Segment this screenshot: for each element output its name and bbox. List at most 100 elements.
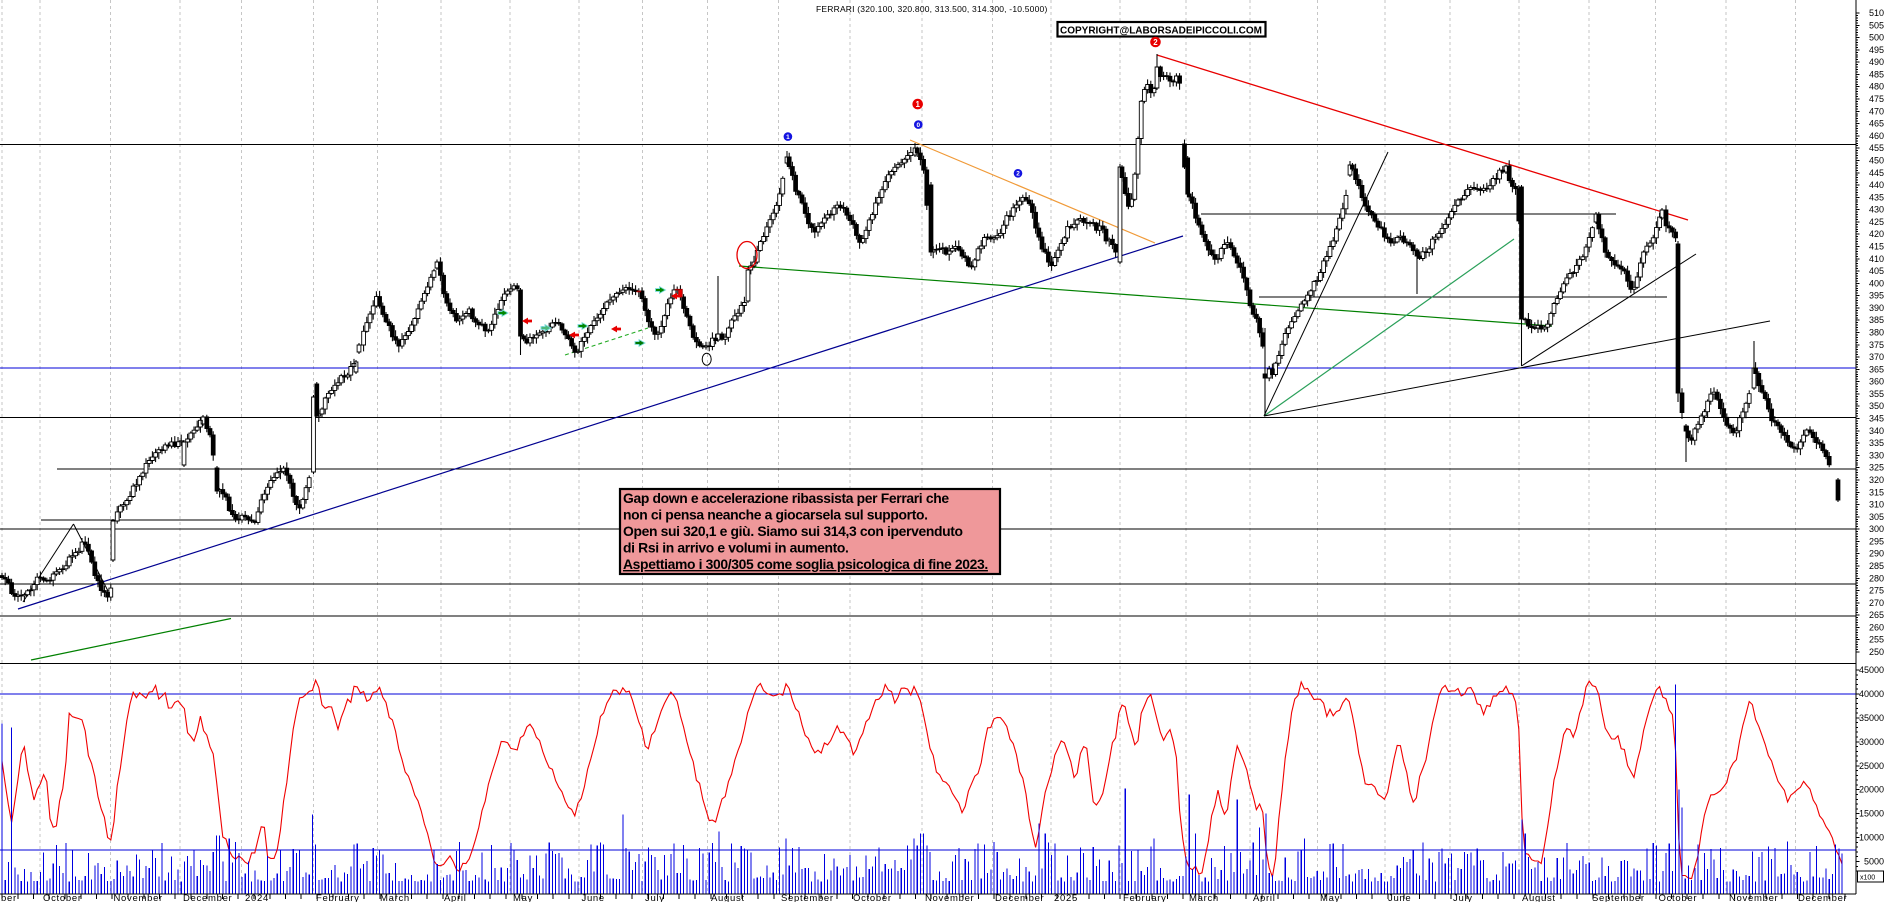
svg-text:300: 300 bbox=[1869, 524, 1884, 534]
svg-text:340: 340 bbox=[1869, 426, 1884, 436]
svg-text:265: 265 bbox=[1869, 610, 1884, 620]
svg-text:September: September bbox=[781, 893, 834, 902]
svg-text:15000: 15000 bbox=[1859, 809, 1884, 819]
svg-text:40000: 40000 bbox=[1859, 689, 1884, 699]
svg-text:April: April bbox=[1253, 893, 1276, 902]
svg-text:365: 365 bbox=[1869, 364, 1884, 374]
svg-text:May: May bbox=[513, 893, 533, 902]
svg-text:270: 270 bbox=[1869, 598, 1884, 608]
svg-text:March: March bbox=[1189, 893, 1219, 902]
svg-text:415: 415 bbox=[1869, 242, 1884, 252]
svg-text:385: 385 bbox=[1869, 315, 1884, 325]
svg-text:495: 495 bbox=[1869, 45, 1884, 55]
svg-text:395: 395 bbox=[1869, 291, 1884, 301]
svg-text:December: December bbox=[183, 893, 232, 902]
svg-text:June: June bbox=[582, 893, 605, 902]
svg-text:2025: 2025 bbox=[1054, 893, 1078, 902]
svg-text:30000: 30000 bbox=[1859, 737, 1884, 747]
svg-text:Gap down e accelerazione ribas: Gap down e accelerazione ribassista per … bbox=[623, 490, 949, 506]
svg-text:February: February bbox=[1123, 893, 1167, 902]
svg-text:475: 475 bbox=[1869, 94, 1884, 104]
svg-text:August: August bbox=[711, 893, 745, 902]
svg-text:425: 425 bbox=[1869, 217, 1884, 227]
svg-text:335: 335 bbox=[1869, 438, 1884, 448]
svg-text:2024: 2024 bbox=[245, 893, 269, 902]
svg-text:460: 460 bbox=[1869, 131, 1884, 141]
svg-text:455: 455 bbox=[1869, 143, 1884, 153]
svg-text:25000: 25000 bbox=[1859, 761, 1884, 771]
svg-text:di Rsi in arrivo e volumi in a: di Rsi in arrivo e volumi in aumento. bbox=[623, 540, 849, 556]
svg-text:375: 375 bbox=[1869, 340, 1884, 350]
svg-text:October: October bbox=[43, 893, 82, 902]
svg-text:July: July bbox=[645, 893, 665, 902]
svg-text:35000: 35000 bbox=[1859, 713, 1884, 723]
svg-text:485: 485 bbox=[1869, 69, 1884, 79]
svg-text:355: 355 bbox=[1869, 389, 1884, 399]
svg-text:May: May bbox=[1320, 893, 1340, 902]
svg-text:5000: 5000 bbox=[1864, 857, 1884, 867]
svg-text:October: October bbox=[853, 893, 892, 902]
svg-text:December: December bbox=[1798, 893, 1847, 902]
svg-text:COPYRIGHT@LABORSADEIPICCOLI.CO: COPYRIGHT@LABORSADEIPICCOLI.COM bbox=[1060, 26, 1262, 37]
svg-text:255: 255 bbox=[1869, 635, 1884, 645]
svg-text:Open sui 320,1 e giù. Siamo su: Open sui 320,1 e giù. Siamo sui 314,3 co… bbox=[623, 523, 963, 539]
svg-text:405: 405 bbox=[1869, 266, 1884, 276]
svg-text:440: 440 bbox=[1869, 180, 1884, 190]
svg-text:45000: 45000 bbox=[1859, 665, 1884, 675]
svg-text:November: November bbox=[925, 893, 974, 902]
svg-text:505: 505 bbox=[1869, 20, 1884, 30]
svg-text:April: April bbox=[444, 893, 467, 902]
svg-text:305: 305 bbox=[1869, 512, 1884, 522]
svg-text:260: 260 bbox=[1869, 622, 1884, 632]
svg-text:445: 445 bbox=[1869, 168, 1884, 178]
svg-text:October: October bbox=[1659, 893, 1698, 902]
svg-text:1: 1 bbox=[915, 100, 920, 109]
svg-text:390: 390 bbox=[1869, 303, 1884, 313]
svg-text:295: 295 bbox=[1869, 536, 1884, 546]
svg-text:July: July bbox=[1453, 893, 1473, 902]
svg-text:2: 2 bbox=[1016, 171, 1020, 178]
svg-text:FERRARI (320.100, 320.800, 313: FERRARI (320.100, 320.800, 313.500, 314.… bbox=[816, 4, 1047, 14]
svg-text:285: 285 bbox=[1869, 561, 1884, 571]
svg-text:430: 430 bbox=[1869, 205, 1884, 215]
svg-text:410: 410 bbox=[1869, 254, 1884, 264]
svg-text:450: 450 bbox=[1869, 156, 1884, 166]
svg-text:August: August bbox=[1522, 893, 1556, 902]
svg-text:2: 2 bbox=[1153, 38, 1158, 47]
svg-text:November: November bbox=[1729, 893, 1778, 902]
svg-text:1: 1 bbox=[786, 134, 790, 141]
svg-text:315: 315 bbox=[1869, 487, 1884, 497]
svg-text:September: September bbox=[1592, 893, 1645, 902]
svg-text:490: 490 bbox=[1869, 57, 1884, 67]
svg-text:290: 290 bbox=[1869, 549, 1884, 559]
svg-text:March: March bbox=[380, 893, 410, 902]
svg-text:435: 435 bbox=[1869, 192, 1884, 202]
svg-text:10000: 10000 bbox=[1859, 833, 1884, 843]
svg-text:310: 310 bbox=[1869, 500, 1884, 510]
svg-text:June: June bbox=[1388, 893, 1411, 902]
svg-text:470: 470 bbox=[1869, 106, 1884, 116]
svg-text:400: 400 bbox=[1869, 278, 1884, 288]
svg-text:20000: 20000 bbox=[1859, 785, 1884, 795]
svg-text:275: 275 bbox=[1869, 586, 1884, 596]
svg-text:ber: ber bbox=[1, 893, 17, 902]
svg-text:250: 250 bbox=[1869, 647, 1884, 657]
svg-text:500: 500 bbox=[1869, 33, 1884, 43]
svg-text:0: 0 bbox=[917, 122, 921, 129]
svg-text:345: 345 bbox=[1869, 414, 1884, 424]
svg-text:Aspettiamo i 300/305 come sogl: Aspettiamo i 300/305 come soglia psicolo… bbox=[623, 556, 988, 572]
svg-text:510: 510 bbox=[1869, 8, 1884, 18]
svg-text:non ci pensa neanche a giocars: non ci pensa neanche a giocarsela sul su… bbox=[623, 507, 928, 523]
svg-text:320: 320 bbox=[1869, 475, 1884, 485]
svg-text:x100: x100 bbox=[1860, 875, 1875, 882]
svg-text:370: 370 bbox=[1869, 352, 1884, 362]
svg-text:350: 350 bbox=[1869, 401, 1884, 411]
svg-text:November: November bbox=[114, 893, 163, 902]
svg-text:380: 380 bbox=[1869, 328, 1884, 338]
svg-text:325: 325 bbox=[1869, 463, 1884, 473]
svg-text:420: 420 bbox=[1869, 229, 1884, 239]
svg-text:360: 360 bbox=[1869, 377, 1884, 387]
svg-text:480: 480 bbox=[1869, 82, 1884, 92]
svg-text:465: 465 bbox=[1869, 119, 1884, 129]
svg-text:330: 330 bbox=[1869, 450, 1884, 460]
